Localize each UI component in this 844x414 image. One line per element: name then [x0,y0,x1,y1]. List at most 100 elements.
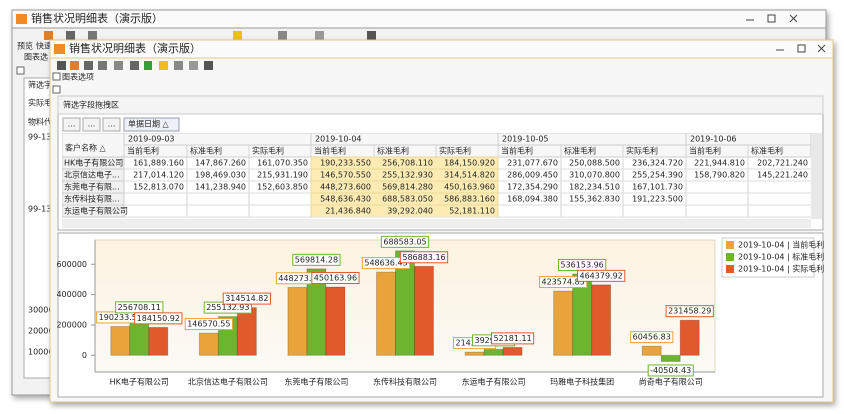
column-header: 实际毛利 [626,146,658,156]
column-header: 当前毛利 [689,146,721,156]
bar [553,290,574,356]
cell: 146,570.550 [320,171,371,180]
back-toolbar-icons [44,31,376,40]
column-header: 标准毛利 [377,146,409,156]
x-tick-label: 东传科技有限公司 [373,377,437,387]
date-header: 2019-10-05 [502,135,549,144]
column-header: 标准毛利 [564,146,596,156]
window-controls[interactable] [776,44,826,53]
cell: 155,362.830 [569,195,620,204]
toolbar-label[interactable]: 快速 [36,41,52,51]
column-header: 实际毛利 [252,146,284,156]
side-label: 实际毛 [28,98,52,108]
cell: 450,163.960 [444,183,495,192]
expand-box[interactable] [52,72,61,81]
legend-swatch [726,241,734,249]
cell: 250,088.500 [569,159,620,168]
value-label: -40504.43 [650,366,691,375]
x-tick-label: 玛雅电子科技集团 [550,377,614,387]
y-tick-label: 200000 [56,320,87,329]
cell: 161,070.350 [257,159,308,168]
value-label-box [134,312,183,325]
h-scrollbar[interactable] [62,219,811,228]
cell: 52,181.110 [449,207,495,216]
bar [660,354,681,362]
x-tick-label: HK电子有限公司 [110,377,169,387]
cell: 182,234.510 [569,183,620,192]
value-label-box [630,331,674,344]
cell: 161,889.160 [133,159,184,168]
filter-button[interactable] [82,117,101,132]
row-name: 北京信达电子... [64,170,120,180]
value-label: 569814.28 [295,255,338,264]
cell: 548,636.430 [320,195,371,204]
chart-options[interactable]: 图表选项 [62,72,94,82]
value-label: 450163.96 [314,274,357,283]
legend [721,237,815,278]
cell: 231,077.670 [507,159,558,168]
cell: 198,469.030 [195,171,246,180]
cell: 314,514.820 [444,171,495,180]
back-panel [23,77,55,379]
value-label-box [647,364,694,377]
value-label-box [399,251,449,264]
value-label-box [539,276,588,289]
y-tick-label: 0 [82,351,87,360]
x-tick-label: 北京信达电子有限公司 [188,377,268,387]
toolbar-icons[interactable] [57,61,213,70]
filter-button[interactable] [62,117,81,132]
value-label: 464379.92 [580,271,623,280]
cell: 586,883.160 [444,195,495,204]
value-label: 52181.11 [493,334,531,343]
legend-swatch [726,265,734,273]
bar [502,346,523,356]
bar [236,307,257,356]
toolbar-label[interactable]: 预览 [17,41,33,51]
value-label: 688583.05 [383,237,426,246]
cell: 21,436.840 [325,207,371,216]
cell: 152,603.850 [257,183,308,192]
bar [464,351,485,356]
v-scrollbar[interactable] [811,133,822,219]
value-label-box [665,305,714,318]
y-tick-label: 400000 [56,290,87,299]
collapse-box[interactable] [16,66,25,75]
column-header: 标准毛利 [751,146,783,156]
back-tick: 300000 [28,306,59,315]
column-header: 实际毛利 [439,146,471,156]
row-header-cell [62,204,125,218]
value-label: 184150.92 [137,314,180,323]
cell: 256,708.110 [382,159,433,168]
filter-button-label: ... [68,120,76,129]
window-controls[interactable] [746,14,798,23]
legend-label: 2019-10-04 | 实际毛利 [738,264,824,274]
x-tick-label: 东莞电子有限公司 [284,377,348,387]
row-header: 客户名称 △ [65,143,107,153]
field-button-label: 单据日期 △ [128,119,170,129]
app-icon [54,44,65,54]
side-label: 图表选 [24,52,48,62]
filter-area: 筛选字段拖拽区 [63,100,119,110]
bar [591,284,612,356]
cell: 286,009.450 [507,171,558,180]
date-header: 2019-10-06 [690,135,737,144]
y-tick-label: 600000 [56,260,87,269]
cell: 255,132.930 [382,171,433,180]
legend-label: 2019-10-04 | 标准毛利 [738,252,824,262]
cell: 569,814.280 [382,183,433,192]
field-button[interactable] [123,117,180,132]
value-label: 190233.55 [99,313,142,322]
filter-button-label: ... [108,120,116,129]
back-tick: 200000 [28,327,59,336]
cell: 147,867.260 [195,159,246,168]
filter-button[interactable] [102,117,121,132]
cell: 172,354.290 [507,183,558,192]
value-label-box [490,332,535,345]
collapse-box[interactable] [52,85,61,94]
legend-swatch [726,253,734,261]
column-header: 当前毛利 [314,146,346,156]
cell: 152,813.070 [133,183,184,192]
bar [641,345,662,356]
column-header: 当前毛利 [501,146,533,156]
